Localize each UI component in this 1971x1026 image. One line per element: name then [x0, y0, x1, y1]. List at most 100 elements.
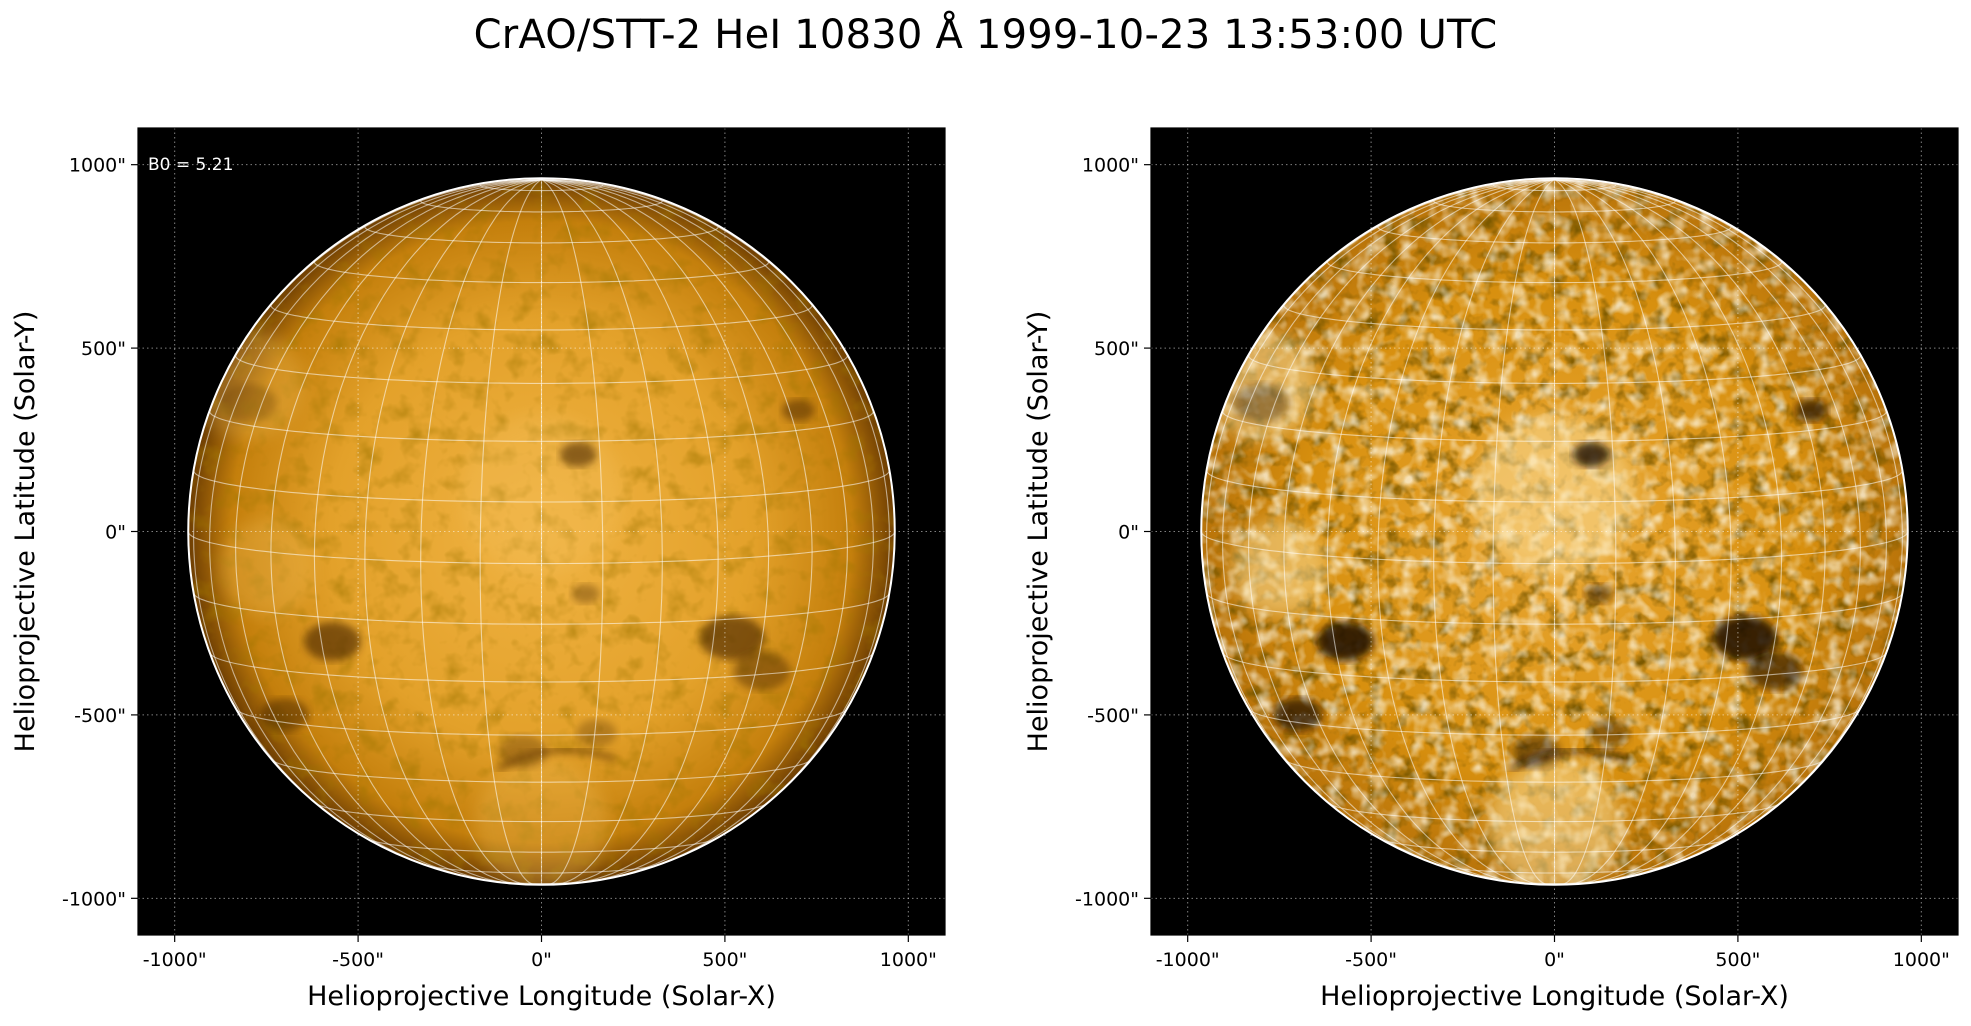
meridian-line — [541, 179, 604, 885]
parallel-line — [270, 305, 813, 331]
parallel-line — [1377, 226, 1732, 244]
meridian-line — [541, 179, 890, 846]
parallel-line — [1492, 184, 1617, 192]
x-axis-label: Helioprojective Longitude (Solar-X) — [1320, 981, 1789, 1012]
filament — [495, 747, 616, 773]
parallel-line — [1222, 411, 1887, 442]
y-tick-label: 1000" — [1082, 155, 1139, 177]
dark-feature — [304, 622, 361, 661]
dark-feature — [560, 442, 597, 467]
meridian-line — [1492, 179, 1555, 885]
dark-feature — [260, 698, 309, 732]
bright-region — [218, 520, 315, 616]
dark-feature — [576, 719, 617, 748]
meridian-line — [1222, 179, 1555, 874]
x-axis-label: Helioprojective Longitude (Solar-X) — [307, 981, 776, 1012]
parallel-line — [420, 200, 663, 213]
dark-feature — [1746, 651, 1803, 691]
x-tick-label: 500" — [702, 949, 747, 971]
bright-region — [1231, 520, 1328, 616]
dark-feature — [219, 383, 277, 423]
y-tick-label: -1000" — [62, 888, 126, 910]
meridian-line — [420, 179, 542, 885]
y-tick-label: -1000" — [1075, 888, 1139, 910]
dark-feature — [1273, 698, 1322, 732]
meridian-line — [541, 179, 874, 874]
meridian-line — [479, 179, 542, 885]
meridian-line — [270, 179, 542, 884]
parallel-line — [1326, 261, 1783, 284]
x-tick-label: 500" — [1715, 949, 1760, 971]
dark-feature — [1589, 719, 1630, 748]
dark-feature — [733, 651, 790, 691]
dark-feature — [1317, 622, 1374, 661]
meridian-line — [209, 179, 542, 874]
y-tick-label: -500" — [1087, 705, 1139, 727]
parallel-line — [1248, 355, 1861, 384]
figure-title: CrAO/STT-2 HeI 10830 Å 1999-10-23 13:53:… — [473, 12, 1498, 58]
meridian-line — [1554, 179, 1826, 884]
dark-feature — [1232, 383, 1290, 423]
b0-annotation: B0 = 5.21 — [148, 155, 233, 175]
x-tick-label: -500" — [1345, 949, 1397, 971]
meridian-line — [1206, 179, 1555, 846]
dark-feature — [782, 399, 815, 422]
x-tick-label: 1000" — [1893, 949, 1950, 971]
panel-left: -1000" -500" 0" 500" 1000" 1000" 500" 0" -500" -1… — [10, 127, 946, 1012]
meridian-line — [364, 179, 542, 885]
x-tick-label: -1000" — [143, 949, 207, 971]
meridian-line — [1433, 179, 1555, 885]
x-tick-label: 0" — [531, 949, 552, 971]
parallel-line — [1201, 531, 1908, 565]
dark-feature — [1712, 615, 1778, 660]
parallel-line — [367, 838, 716, 853]
dark-feature — [1795, 399, 1828, 422]
dark-feature — [699, 615, 765, 660]
dark-feature — [1573, 442, 1610, 467]
parallel-line — [1283, 305, 1826, 331]
meridian-line — [1554, 179, 1903, 846]
parallel-line — [188, 531, 895, 565]
y-tick-label: 500" — [81, 338, 126, 360]
parallel-line — [364, 226, 719, 244]
parallel-line — [1433, 200, 1676, 213]
parallel-line — [313, 261, 770, 284]
meridian-line — [1554, 179, 1887, 874]
meridian-line — [541, 179, 663, 885]
y-axis-label: Helioprojective Latitude (Solar-Y) — [1023, 311, 1054, 753]
filament — [1508, 747, 1629, 773]
parallel-line — [1285, 759, 1824, 783]
meridian-line — [1554, 179, 1676, 885]
heliographic-grid — [188, 179, 895, 885]
dark-feature — [1584, 584, 1613, 604]
y-tick-label: 0" — [105, 522, 126, 544]
meridian-line — [1554, 179, 1617, 885]
parallel-line — [425, 864, 658, 874]
meridian-line — [193, 179, 542, 846]
y-tick-label: 500" — [1094, 338, 1139, 360]
parallel-line — [235, 708, 848, 736]
y-tick-label: -500" — [74, 705, 126, 727]
meridian-line — [541, 179, 719, 885]
meridian-line — [541, 179, 813, 884]
parallel-line — [1248, 708, 1861, 736]
dark-feature — [571, 584, 600, 604]
x-tick-label: -500" — [332, 949, 384, 971]
parallel-line — [272, 759, 811, 783]
parallel-line — [479, 184, 604, 192]
parallel-line — [235, 355, 848, 384]
x-tick-label: -1000" — [1156, 949, 1220, 971]
y-tick-label: 1000" — [69, 155, 126, 177]
meridian-line — [1377, 179, 1555, 885]
parallel-line — [1380, 838, 1729, 853]
x-tick-label: 1000" — [880, 949, 937, 971]
parallel-line — [209, 411, 874, 442]
panel-right: -1000" -500" 0" 500" 1000" 1000" 500" 0" -500" -1… — [1023, 127, 1959, 1012]
parallel-line — [1438, 864, 1671, 874]
y-tick-label: 0" — [1118, 522, 1139, 544]
meridian-line — [1554, 179, 1732, 885]
meridian-line — [1283, 179, 1555, 884]
x-tick-label: 0" — [1544, 949, 1565, 971]
y-axis-label: Helioprojective Latitude (Solar-Y) — [10, 311, 41, 753]
